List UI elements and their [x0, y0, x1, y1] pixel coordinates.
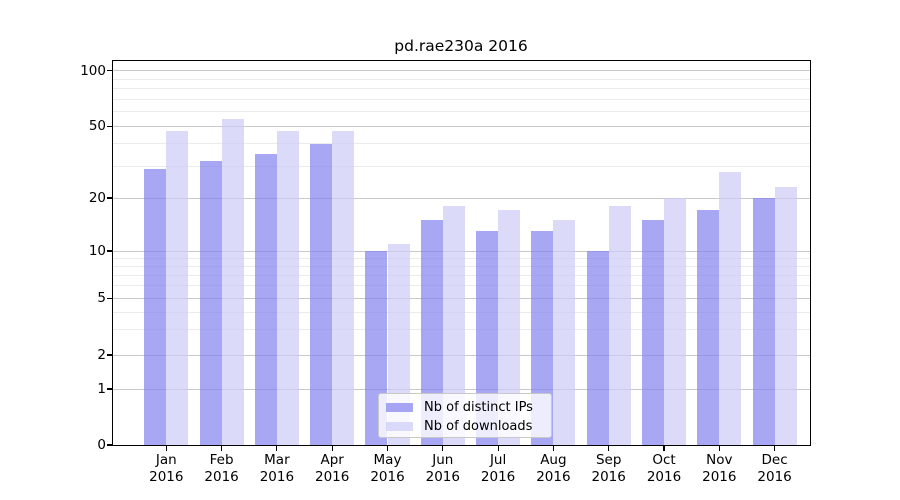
legend-item-downloads: Nb of downloads [386, 419, 543, 434]
minor-gridline [113, 88, 810, 90]
x-tick [386, 446, 389, 451]
bar-distinct-ips [420, 220, 443, 445]
x-tick-label: Mar 2016 [259, 452, 295, 485]
x-tick [276, 446, 278, 451]
y-tick-label: 20 [88, 190, 106, 206]
y-tick [107, 197, 112, 199]
major-gridline [113, 197, 810, 199]
bar-downloads [442, 206, 465, 445]
y-tick [107, 444, 112, 446]
major-gridline [113, 125, 810, 127]
y-tick [107, 250, 112, 252]
x-tick [165, 446, 167, 451]
minor-gridline [113, 98, 810, 100]
y-tick-label: 1 [97, 381, 106, 397]
x-tick-label: Sep 2016 [591, 452, 626, 485]
x-tick [497, 446, 499, 451]
y-tick [107, 388, 112, 390]
legend-item-distinct-ips: Nb of distinct IPs [386, 400, 543, 415]
x-tick [774, 446, 776, 451]
x-tick-label: Aug 2016 [536, 452, 571, 485]
bar-downloads [166, 131, 189, 445]
x-tick [608, 446, 610, 451]
legend-label-downloads: Nb of downloads [424, 419, 533, 434]
x-tick [442, 446, 444, 451]
bar-downloads [608, 206, 631, 445]
bar-distinct-ips [310, 143, 333, 445]
y-tick-label: 2 [97, 346, 106, 363]
bar-downloads [553, 220, 576, 445]
bar-distinct-ips [476, 230, 499, 445]
y-tick [107, 70, 112, 72]
minor-gridline [113, 78, 810, 80]
y-tick [107, 297, 112, 299]
y-tick-label: 5 [97, 290, 106, 307]
y-tick-label: 0 [97, 437, 106, 453]
bar-downloads [221, 118, 244, 445]
bar-downloads [719, 171, 742, 445]
x-tick-label: Nov 2016 [702, 452, 737, 485]
bar-distinct-ips [752, 198, 775, 445]
legend: Nb of distinct IPs Nb of downloads [378, 393, 552, 438]
y-tick-label: 10 [88, 243, 106, 259]
bar-downloads [498, 210, 521, 445]
y-tick [107, 125, 112, 127]
bar-distinct-ips [697, 210, 720, 445]
x-tick-label: Dec 2016 [757, 452, 792, 485]
bar-distinct-ips [199, 161, 222, 445]
bar-distinct-ips [254, 154, 277, 445]
x-tick-label: May 2016 [370, 452, 405, 485]
x-tick [663, 446, 665, 451]
y-tick [107, 354, 112, 356]
y-tick-label: 50 [88, 118, 106, 135]
minor-gridline [113, 143, 810, 145]
x-tick-label: Oct 2016 [646, 452, 682, 485]
y-tick-label: 100 [80, 62, 106, 79]
x-tick [552, 446, 554, 451]
bar-downloads [774, 187, 797, 445]
legend-swatch-downloads [386, 421, 413, 432]
bar-distinct-ips [531, 230, 554, 445]
bar-downloads [276, 131, 299, 445]
bar-distinct-ips [586, 251, 609, 445]
bar-downloads [332, 131, 355, 445]
legend-label-distinct-ips: Nb of distinct IPs [424, 400, 533, 415]
legend-swatch-distinct-ips [386, 402, 413, 413]
x-tick-label: Feb 2016 [204, 452, 239, 485]
minor-gridline [113, 111, 810, 113]
x-tick [718, 446, 720, 451]
bar-distinct-ips [641, 220, 664, 445]
chart-title: pd.rae230a 2016 [394, 37, 528, 55]
x-tick [331, 446, 333, 451]
major-gridline [113, 70, 810, 72]
x-tick-label: Jul 2016 [480, 452, 516, 485]
x-tick-label: Apr 2016 [315, 452, 350, 485]
x-tick-label: Jun 2016 [425, 452, 460, 485]
bar-distinct-ips [144, 168, 167, 445]
minor-gridline [113, 165, 810, 167]
x-tick [221, 446, 223, 451]
x-tick-label: Jan 2016 [149, 452, 184, 485]
plot-area [112, 60, 811, 446]
bar-downloads [664, 198, 687, 445]
